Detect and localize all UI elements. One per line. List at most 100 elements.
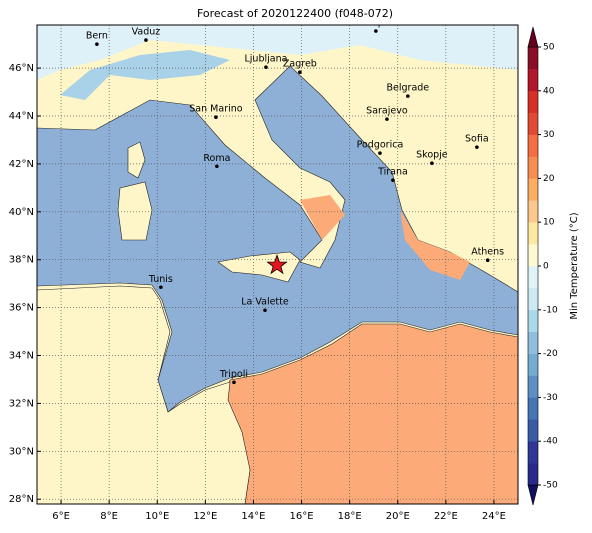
colorbar-bin [528,419,538,442]
city-label: La Valette [241,297,289,308]
frame [36,24,519,505]
city-label: Zagreb [283,59,317,70]
colorbar-bin [528,156,538,179]
colorbar-bin [528,200,538,223]
colorbar-bin [528,375,538,398]
x-tick-label: 14°E [241,511,265,522]
city-label: Tripoli [219,369,248,380]
city-label: Sarajevo [366,106,408,117]
city-dot [385,117,389,121]
y-tick-label: 28°N [9,494,34,505]
warm-region [300,195,345,240]
colorbar-bin [528,112,538,135]
colorbar-bin [528,309,538,332]
city-label: San Marino [189,104,242,115]
city-label: Roma [203,153,230,164]
colorbar-tick-label: -40 [543,437,558,447]
colorbar-tick-label: 0 [543,262,549,272]
x-tick-label: 22°E [434,511,458,522]
colorbar-bin [528,441,538,464]
city-dot [374,29,378,33]
x-tick-label: 20°E [386,511,410,522]
colorbar-bin [528,134,538,157]
city-dot [430,161,434,165]
city-dot [485,258,490,262]
city-label: Bern [86,31,108,42]
x-tick-label: 6°E [52,511,70,522]
city-dot [475,145,479,149]
x-tick-label: 18°E [338,511,362,522]
island [127,141,146,179]
colorbar: -50 -40 -30 -20 -10 0 10 20 30 40 50 Min Temperatur… [527,26,580,506]
y-tick-label: 42°N [9,159,34,170]
city-label: Ljubljana [244,54,287,65]
city-dot [159,285,163,290]
y-tick-label: 46°N [9,63,34,74]
land [37,285,251,504]
y-tick-label: 36°N [9,303,34,314]
star-marker [266,253,288,275]
colorbar-bin [528,266,538,289]
y-tick-label: 38°N [9,255,34,266]
map-title: Forecast of 2020122400 (f048-072) [197,7,393,20]
y-tick-label: 30°N [9,446,34,457]
city-dot [406,94,410,98]
axes: 6°E 8°E 10°E 12°E 14°E 16°E 18°E 20°E 22°E 24°E 28… [9,63,506,522]
island [117,181,153,241]
city-dot [232,380,236,385]
colorbar-bin [528,222,538,245]
y-tick-label: 40°N [9,207,34,218]
city-dot [144,38,148,42]
city-label: Tirana [377,167,408,178]
city-label: Tunis [148,274,173,285]
city-dot [298,70,302,74]
colorbar-bin [528,244,538,267]
city-dot [391,178,395,182]
colorbar-tick-label: 10 [543,218,555,228]
x-tick-label: 8°E [100,511,118,522]
city-label: Skopje [416,150,448,161]
colorbar-tick-label: 40 [543,86,555,96]
colorbar-bin [528,331,538,354]
colorbar-tick-label: 50 [543,43,555,53]
colorbar-bin [528,397,538,420]
city-dot [215,164,219,169]
warm-region [400,210,470,280]
city-label: Athens [471,247,504,258]
colorbar-bin [528,68,538,92]
city-dot [263,308,267,313]
colorbar-bin [528,47,538,70]
city-label: Podgorica [357,140,404,151]
colorbar-bin [528,90,538,113]
colorbar-tick-label: -50 [543,481,558,491]
colorbar-extend [527,26,539,48]
colorbar-extend [527,484,539,506]
city-label: Budapest [353,17,398,28]
colorbar-tick-label: -20 [543,349,558,359]
x-tick-label: 16°E [290,511,314,522]
cold-region [60,50,230,100]
colorbar-tick-label: -10 [543,305,558,315]
colorbar-tick-label: 30 [543,130,555,140]
colorbar-bin [528,353,538,376]
x-tick-label: 24°E [482,511,506,522]
colorbar-bin [528,287,538,311]
colorbar-bin [528,178,538,201]
city-label: Sofia [465,134,489,145]
cold-region [37,25,517,80]
colorbar-bin [528,463,538,486]
colorbar-tick-label: 20 [543,174,555,184]
colorbar-tick-label: -30 [543,393,558,403]
y-tick-label: 32°N [9,398,34,409]
city-label: Vaduz [132,27,161,38]
x-tick-label: 12°E [193,511,217,522]
x-tick-label: 10°E [145,511,169,522]
city-dot [95,42,99,46]
city-dot [264,65,268,69]
y-tick-label: 34°N [9,351,34,362]
city-dot [214,115,218,120]
colorbar-label: Min Temperature (°C) [569,212,580,319]
city-dot [378,151,382,155]
